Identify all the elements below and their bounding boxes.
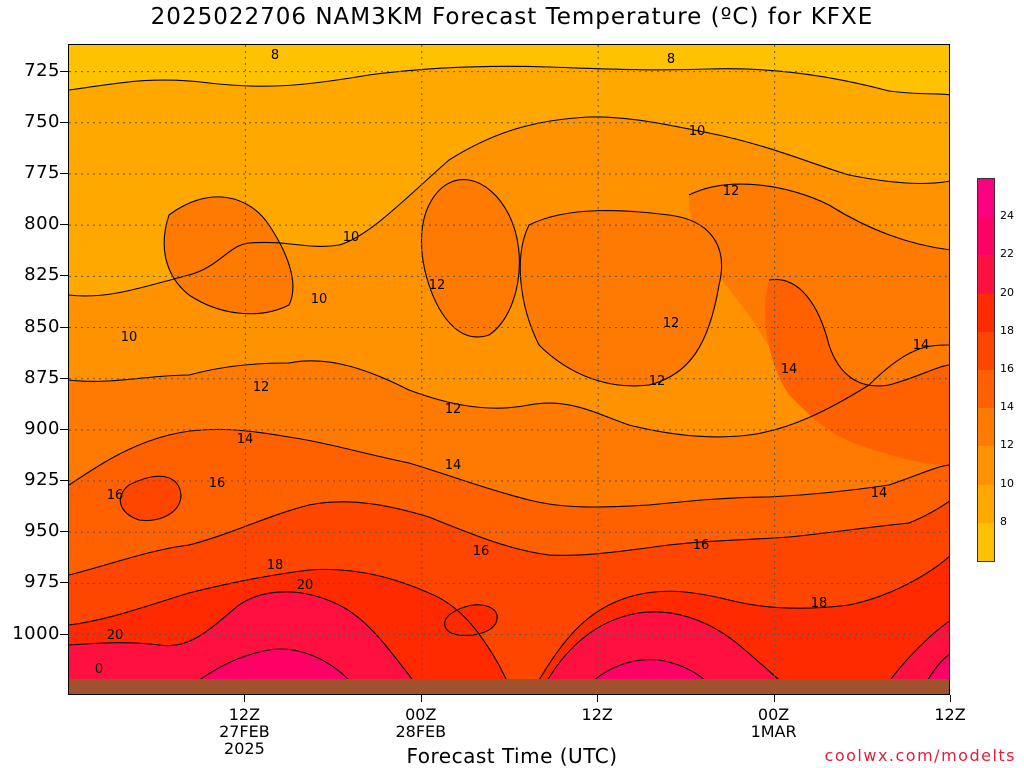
contour-label: 18	[811, 596, 828, 611]
x-axis-title: Forecast Time (UTC)	[406, 744, 618, 768]
colorbar-label: 12	[1000, 438, 1014, 452]
band-12c	[421, 179, 520, 337]
colorbar-segment	[978, 445, 994, 485]
contour-label: 12	[445, 402, 462, 417]
y-tick-label: 875	[24, 366, 60, 388]
y-tick	[60, 121, 68, 123]
x-tick-label: 00Z 1MAR	[750, 705, 797, 741]
contour-label: 12	[429, 278, 446, 293]
band-16b	[120, 476, 181, 521]
colorbar-segment	[978, 254, 994, 294]
y-tick	[60, 633, 68, 635]
y-tick-label: 925	[24, 469, 60, 491]
y-tick	[60, 582, 68, 584]
x-tick-label: 00Z 28FEB	[395, 705, 447, 741]
y-tick-label: 825	[24, 264, 60, 286]
x-tick	[420, 695, 422, 702]
y-tick-label: 1000	[12, 622, 60, 644]
colorbar-label: 16	[1000, 362, 1014, 375]
y-tick	[60, 428, 68, 430]
colorbar-segment	[978, 407, 994, 447]
x-tick	[950, 695, 951, 702]
x-tick	[244, 695, 246, 702]
contour-label: 12	[663, 316, 680, 331]
contour-label: 8	[271, 48, 279, 63]
band-20-22	[69, 591, 428, 694]
contour-label: 10	[689, 124, 706, 139]
colorbar-segment	[978, 369, 994, 409]
contour-label: 14	[781, 362, 798, 377]
contour-label: 16	[473, 544, 490, 559]
colorbar-segment	[978, 484, 994, 523]
y-tick-label: 775	[24, 161, 60, 183]
contour-label: 14	[913, 338, 930, 353]
colorbar-label: 10	[1000, 476, 1014, 490]
x-tick	[773, 695, 775, 702]
band-12e	[689, 184, 949, 395]
band-12b	[164, 196, 293, 314]
y-tick	[60, 172, 68, 174]
contour-label: 16	[209, 476, 226, 491]
contour-label: 0	[95, 662, 103, 677]
band-14b	[765, 279, 949, 465]
x-tick-label: 12Z	[934, 705, 966, 724]
contour-label: 10	[121, 330, 138, 345]
x-tick-label: 12Z	[581, 705, 613, 724]
contour-label: 10	[343, 230, 360, 245]
colorbar-label: 22	[1000, 247, 1014, 261]
colorbar-label: 8	[1000, 514, 1007, 528]
plot-area: 8 8 10 10 10 10 12 12 12 12 12 12 14 14 14 14 14 16 16 16 16…	[68, 44, 950, 695]
y-tick	[60, 326, 68, 328]
contour-label: 12	[253, 380, 270, 395]
ground-band	[69, 679, 949, 694]
grid-lines	[69, 45, 949, 694]
y-tick-label: 800	[24, 213, 60, 235]
y-tick	[60, 531, 68, 533]
chart-title: 2025022706 NAM3KM Forecast Temperature (…	[150, 4, 874, 30]
contour-label: 8	[667, 52, 675, 67]
colorbar-label: 24	[1000, 209, 1014, 223]
contour-label: 12	[649, 374, 666, 389]
colorbar-label: 20	[1000, 285, 1014, 299]
contour-label: 20	[107, 628, 124, 643]
band-18b	[444, 604, 498, 636]
colorbar-segment	[978, 522, 994, 561]
y-tick-label: 850	[24, 315, 60, 337]
contour-label: 14	[445, 458, 462, 473]
colorbar	[977, 178, 995, 562]
colorbar-label: 14	[1000, 400, 1014, 414]
y-tick-label: 725	[24, 59, 60, 81]
colorbar-segment	[978, 216, 994, 256]
contour-label: 10	[311, 292, 328, 307]
band-12d	[520, 210, 722, 386]
colorbar-label: 18	[1000, 323, 1014, 337]
contour-label: 20	[297, 578, 314, 593]
y-tick	[60, 224, 68, 226]
y-tick-label: 900	[24, 417, 60, 439]
credit-link[interactable]: coolwx.com/modelts	[824, 746, 1016, 765]
contour-label: 12	[723, 184, 740, 199]
colorbar-segment	[978, 293, 994, 332]
x-tick-label: 12Z 27FEB 2025	[219, 705, 270, 758]
contour-label: 16	[693, 538, 710, 553]
y-tick	[60, 275, 68, 277]
colorbar-segment	[978, 178, 994, 218]
contour-plot: 8 8 10 10 10 10 12 12 12 12 12 12 14 14 14 14 14 16 16 16 16…	[69, 45, 949, 694]
contour-label: 18	[267, 558, 284, 573]
y-tick	[60, 377, 68, 379]
y-tick-label: 750	[24, 110, 60, 132]
colorbar-segment	[978, 331, 994, 370]
y-tick	[60, 70, 68, 72]
x-tick	[597, 695, 599, 702]
y-tick-label: 975	[24, 571, 60, 593]
contour-label: 14	[871, 486, 888, 501]
contour-label: 16	[107, 488, 124, 503]
contour-labels: 8 8 10 10 10 10 12 12 12 12 12 12 14 14 14 14 14 16 16 16 16…	[95, 48, 929, 677]
y-tick	[60, 480, 68, 482]
y-tick-label: 950	[24, 520, 60, 542]
contour-label: 14	[237, 432, 254, 447]
